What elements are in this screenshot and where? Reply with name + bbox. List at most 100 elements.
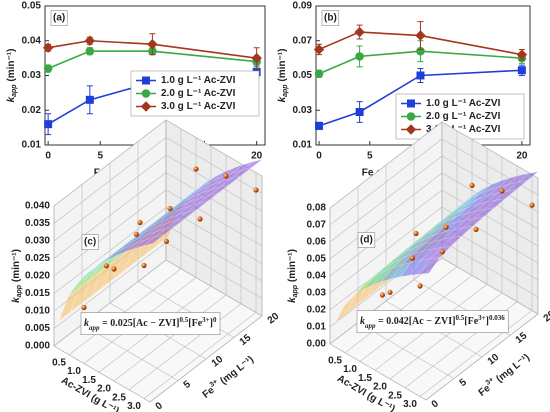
y-tick-label: 0.000 [25,341,50,352]
label-box [80,312,221,335]
z-tick-label: 5 [182,379,194,391]
y-tick-label: 0.04 [22,35,42,46]
z-axis-title: Fe3+ (mg L⁻¹) [476,351,532,399]
legend-marker [140,101,152,112]
marker [85,95,94,104]
z-axis-title-part: 3+ [209,379,220,389]
marker [314,69,324,79]
equation-part: ] [486,316,489,327]
panel-label: (a) [53,13,65,24]
marker [354,26,365,38]
floor-grid [165,259,263,317]
floor-grid [389,292,503,380]
legend-marker [142,76,150,85]
marker [416,71,425,80]
equation-part: [Ac − ZVI] [133,318,180,329]
data-point [137,219,143,226]
marker [516,49,528,60]
marker [43,64,53,73]
y-axis-title-part: (min⁻¹) [6,49,17,85]
y-tick-label: 0.02 [22,105,42,116]
floor-grid [53,345,151,403]
z-tick-label: 0 [430,398,442,410]
y-tick-label: 0.07 [293,35,313,46]
marker [84,35,96,46]
y-tick-label: 0.01 [293,140,313,151]
y-axis-title-part: k [11,297,22,303]
y-tick-label: 0.09 [293,1,313,12]
surface-patch [462,216,485,229]
equation-part: k [84,318,89,329]
grid-line [165,137,263,194]
y-tick-label: 0.03 [22,70,42,81]
x-tick-label: 2.5 [388,390,402,401]
surface-patch [516,171,539,183]
x-tick-label: 0 [316,151,322,162]
y-tick-label: 0.05 [293,70,313,81]
y-axis-title: kapp (min⁻¹) [6,49,19,103]
y-axis-title-part: k [287,297,298,303]
grid-line [165,189,263,247]
floor-grid [143,312,257,399]
floor-grid [128,303,242,390]
x-tick-label: 3.0 [403,399,417,410]
data-point [197,216,203,222]
grid-line [441,155,539,213]
x-tick-label: 1.0 [67,366,81,377]
grid-line [441,240,539,298]
legend-label: 1.0 g L⁻¹ Ac-ZVI [426,98,501,109]
data-point [387,289,393,295]
surface-patch [208,184,230,196]
marker [355,107,364,116]
data-point [409,255,415,261]
y-axis-title-part: k [6,96,17,102]
equation-part: 0.042 [386,316,409,327]
z-axis-title-part: 3+ [485,377,496,387]
z-tick-label: 15 [238,332,254,348]
z-tick-label: 15 [514,330,530,346]
legend-marker [407,99,415,108]
label-box [321,10,340,26]
floor-grid [68,268,182,355]
floor-grid [441,257,539,315]
legend-marker [406,112,416,121]
x-tick-label: 0.5 [328,355,342,366]
legend-label: 3.0 g L⁻¹ Ac-ZVI [161,101,236,112]
grid-line [165,242,263,299]
x-tick-label: 0.5 [52,357,66,368]
y-axis-title: kapp (min⁻¹) [277,49,290,103]
y-axis-title-part: k [277,96,288,102]
equation: kapp = 0.042[Ac − ZVI]0.5[Fe3+]0.036 [360,314,505,330]
y-tick-label: 0.030 [25,236,50,247]
y-tick-label: 0.04 [307,271,327,282]
marker [355,52,364,61]
y-tick-label: 0.02 [307,305,327,316]
series-line [318,69,522,127]
y-tick-label: 0.07 [307,220,327,231]
y-tick-label: 0.01 [22,140,42,151]
marker [85,46,95,56]
marker [147,39,158,50]
y-tick-label: 0.01 [307,322,327,333]
floor-grid [113,294,227,382]
data-point [253,187,259,193]
equation: kapp = 0.025[Ac − ZVI]0.5[Fe3+]0 [84,316,217,332]
y-axis-title-part: app [282,84,289,97]
y-tick-label: 0.005 [25,323,50,334]
surface-patch [197,192,219,204]
y-tick-label: 0.05 [307,254,327,265]
label-box [81,234,99,250]
data-point [223,173,229,179]
data-point [439,249,445,255]
equation-part: app [365,322,376,330]
series-line [47,39,257,59]
data-point [111,266,117,272]
equation-part: 0.5 [180,316,189,324]
y-tick-label: 0.06 [307,237,327,248]
label-box [357,232,376,248]
z-tick-label: 10 [486,352,502,368]
equation-part: [Fe [188,318,202,329]
data-point [167,205,173,212]
equation-part: = [100,318,111,329]
